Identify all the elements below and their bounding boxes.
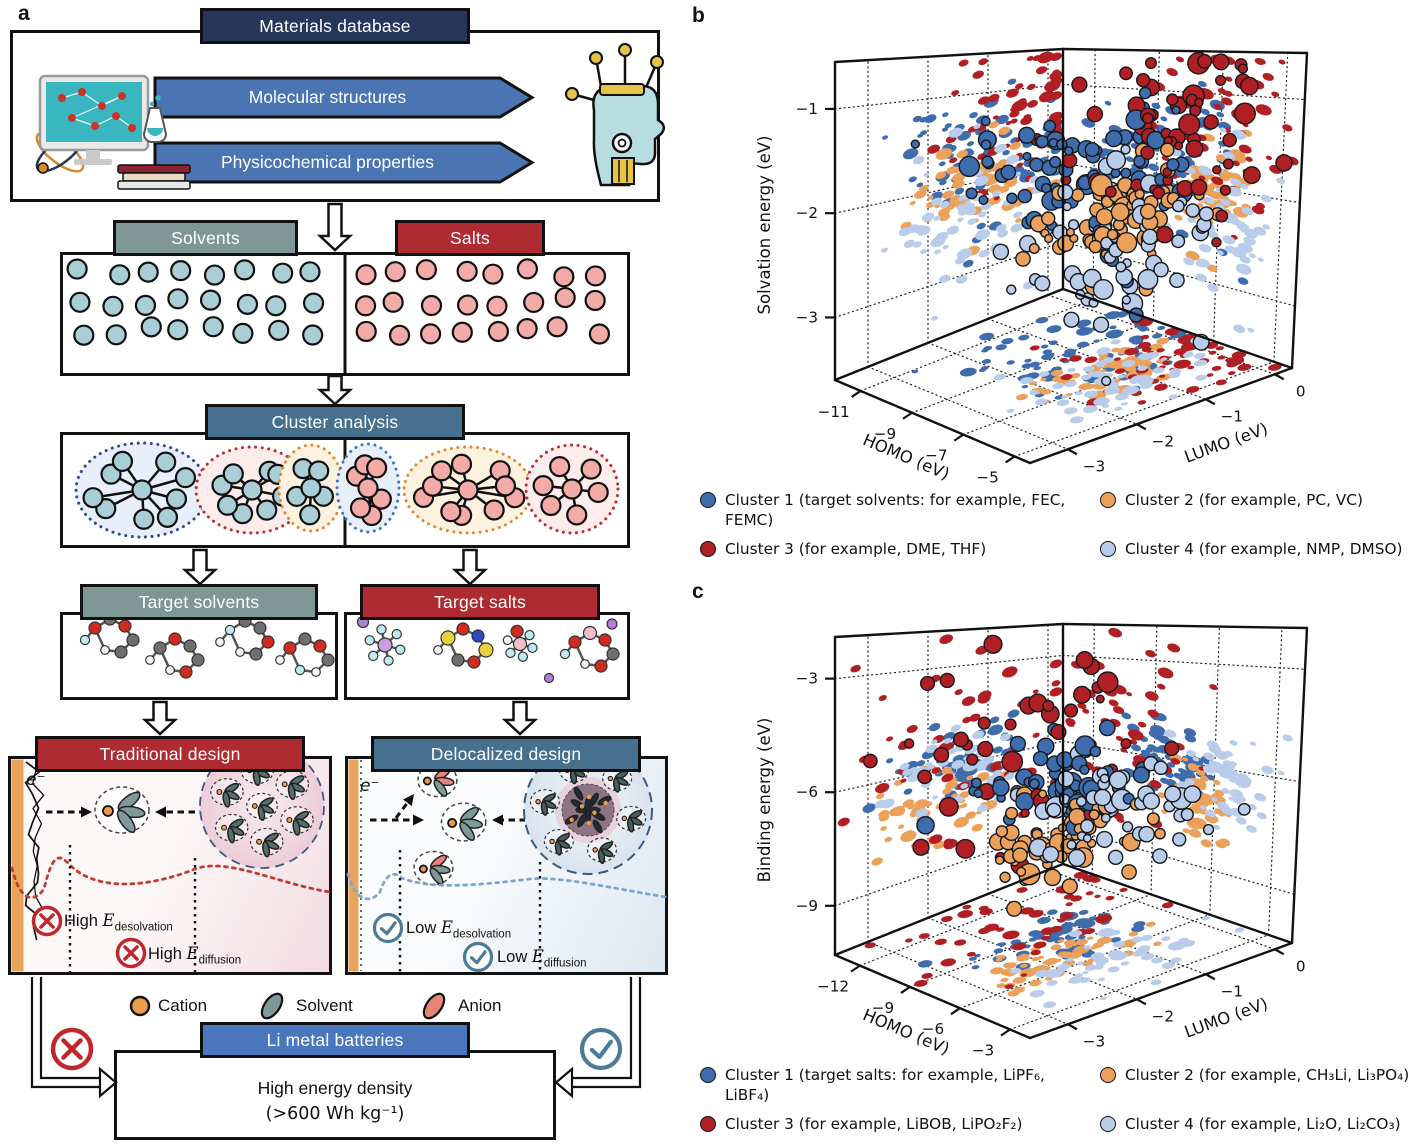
legend-item-cluster4: Cluster 4 (for example, Li₂O, Li₂CO₃) [1100, 1114, 1418, 1134]
floor-projections [864, 871, 1245, 1009]
grid-lines [834, 623, 1306, 1031]
legend-item-cluster3: Cluster 3 (for example, LiBOB, LiPO₂F₂) [700, 1114, 1088, 1134]
grid-lines [834, 48, 1306, 458]
svg-text:−2: −2 [796, 204, 818, 222]
left-wall-projections [881, 51, 1064, 321]
svg-text:−6: −6 [796, 783, 818, 801]
energy-density-box: High energy density (>600 Wh kg⁻¹) [114, 1050, 556, 1140]
anion-legend-label: Anion [458, 996, 502, 1015]
target-salts-header: Target salts [360, 584, 600, 620]
svg-text:−1: −1 [1221, 982, 1243, 1000]
solvents-salts-box [60, 252, 630, 376]
tick-labels: −12 −9 −6 −3 −3 −2 −1 0 −3 −6 −9 [796, 670, 1306, 1060]
svg-text:−3: −3 [972, 1041, 994, 1059]
high-desolvation-label: High Edesolvation [64, 911, 173, 934]
svg-text:−3: −3 [796, 308, 818, 326]
cluster1-marker [700, 492, 716, 508]
scatter-points [910, 51, 1293, 387]
svg-text:−3: −3 [1083, 457, 1105, 475]
svg-text:0: 0 [1296, 957, 1306, 975]
x-axis-title: HOMO (eV) [860, 1005, 952, 1059]
target-salts-box [344, 612, 630, 700]
legend-item-cluster3: Cluster 3 (for example, DME, THF) [700, 539, 1088, 559]
cluster2-marker [1100, 1067, 1116, 1083]
tick-labels: −11 −9 −7 −5 −3 −2 −1 0 −1 −2 −3 [796, 100, 1306, 487]
legend-item-cluster1: Cluster 1 (target salts: for example, Li… [700, 1065, 1088, 1105]
svg-text:−6: −6 [922, 1020, 944, 1038]
cation-legend-label: Cation [158, 996, 208, 1015]
electron-label-traditional: e⁻ [26, 770, 46, 790]
molecular-structures-banner-label: Molecular structures [248, 87, 407, 107]
legend-item-cluster2: Cluster 2 (for example, CH₃Li, Li₃PO₄) [1100, 1065, 1418, 1105]
svg-text:−5: −5 [976, 468, 998, 486]
panel-b-legend: Cluster 1 (target solvents: for example,… [700, 490, 1418, 560]
axes-box [833, 47, 1309, 465]
svg-text:−1: −1 [796, 100, 818, 118]
target-solvents-header: Target solvents [80, 584, 318, 620]
svg-text:−9: −9 [872, 999, 894, 1017]
energy-density-line2: (>600 Wh kg⁻¹) [265, 1104, 405, 1124]
svg-text:−9: −9 [796, 897, 818, 915]
solvent-icon [260, 992, 284, 1020]
legend-item-cluster1: Cluster 1 (target solvents: for example,… [700, 490, 1088, 530]
svg-text:−12: −12 [817, 978, 849, 996]
physicochemical-properties-banner-label: Physicochemical properties [220, 152, 434, 172]
low-desolvation-label: Low Edesolvation [406, 918, 512, 941]
svg-text:−2: −2 [1152, 1007, 1174, 1025]
y-axis-title: LUMO (eV) [1182, 419, 1270, 467]
right-wall-projections [1081, 54, 1299, 333]
solvent-legend-label: Solvent [296, 996, 353, 1015]
axes-box [833, 622, 1309, 1040]
z-axis-title: Solvation energy (eV) [755, 136, 774, 315]
panel-c-label: c [692, 580, 704, 603]
svg-text:−9: −9 [874, 425, 896, 443]
cluster4-marker [1100, 541, 1116, 558]
traditional-design-box [8, 756, 332, 975]
panel-c-legend: Cluster 1 (target salts: for example, Li… [700, 1065, 1418, 1135]
panel-b-label: b [692, 4, 705, 27]
scatter-points [862, 634, 1251, 917]
traditional-design-header: Traditional design [35, 736, 305, 772]
right-wall-projections [1065, 627, 1293, 849]
svg-text:−1: −1 [1221, 407, 1243, 425]
svg-text:−3: −3 [1083, 1032, 1105, 1050]
svg-text:0: 0 [1296, 382, 1306, 400]
cation-icon [129, 995, 151, 1017]
y-axis-title: LUMO (eV) [1182, 994, 1270, 1042]
materials-database-header: Materials database [200, 8, 470, 44]
cluster3-marker [700, 1116, 716, 1133]
svg-text:−3: −3 [796, 670, 818, 688]
svg-text:−2: −2 [1152, 432, 1174, 450]
cluster2-marker [1100, 492, 1116, 508]
delocalized-design-header: Delocalized design [371, 736, 641, 772]
x-axis-title: HOMO (eV) [860, 430, 952, 484]
delocalized-design-box [345, 756, 668, 975]
legend-item-cluster4: Cluster 4 (for example, NMP, DMSO) [1100, 539, 1418, 559]
panel-a-label: a [18, 2, 30, 25]
cluster-analysis-header: Cluster analysis [205, 404, 465, 440]
svg-text:−11: −11 [818, 403, 850, 421]
solvents-header: Solvents [113, 220, 298, 256]
legend-item-cluster2: Cluster 2 (for example, PC, VC) [1100, 490, 1418, 530]
cluster1-marker [700, 1067, 716, 1083]
target-solvents-box [60, 612, 338, 700]
high-diffusion-label: High Ediffusion [148, 944, 242, 967]
energy-density-line1: High energy density [257, 1077, 413, 1098]
left-wall-projections [837, 634, 1063, 866]
electron-label-delocalized: e⁻ [360, 776, 380, 796]
axis-titles: HOMO (eV) LUMO (eV) Solvation energy (eV) [755, 136, 1270, 484]
svg-text:−7: −7 [925, 447, 947, 465]
cluster-analysis-box [60, 432, 630, 548]
cluster3-marker [700, 541, 716, 558]
cluster4-marker [1100, 1116, 1116, 1133]
anion-icon [422, 992, 446, 1020]
li-metal-batteries-header: Li metal batteries [200, 1022, 470, 1058]
salts-header: Salts [395, 220, 545, 256]
axis-titles: HOMO (eV) LUMO (eV) Binding energy (eV) [755, 718, 1270, 1059]
low-diffusion-label: Low Ediffusion [497, 947, 587, 970]
z-axis-title: Binding energy (eV) [755, 718, 774, 883]
floor-projections [911, 300, 1282, 424]
